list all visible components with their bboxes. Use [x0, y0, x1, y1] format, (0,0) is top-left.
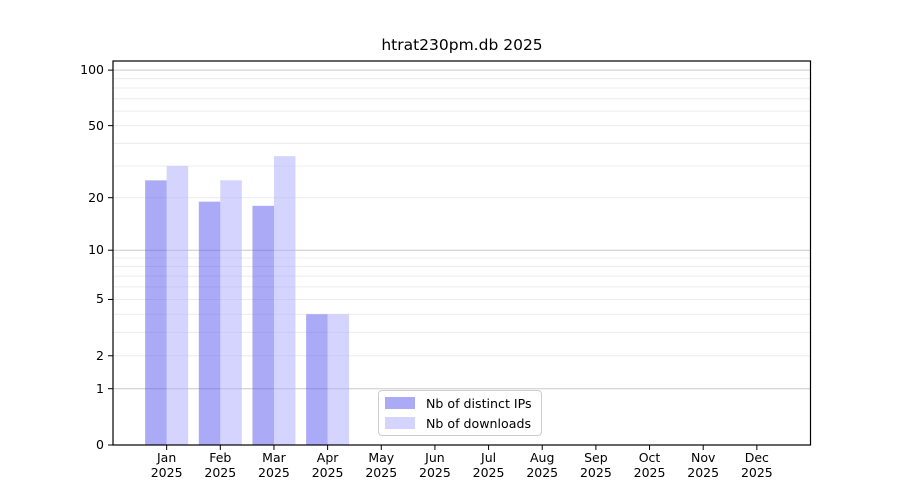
x-tick-year: 2025: [740, 465, 773, 480]
x-tick-year: 2025: [365, 465, 398, 480]
x-tick-year: 2025: [687, 465, 720, 480]
legend-label-distinct-ips: Nb of distinct IPs: [426, 395, 532, 411]
y-tick-label-1: 1: [96, 380, 104, 396]
x-tick-year: 2025: [311, 465, 344, 480]
legend: Nb of distinct IPs Nb of downloads: [378, 390, 542, 436]
legend-swatch-downloads: [385, 416, 415, 430]
x-tick-label-feb: Feb 2025: [188, 450, 252, 480]
bar-nb-of-distinct-ips-feb: [198, 201, 221, 445]
x-tick-label-jul: Jul 2025: [457, 450, 521, 480]
x-tick-year: 2025: [633, 465, 666, 480]
legend-item-distinct-ips: Nb of distinct IPs: [385, 396, 541, 411]
x-tick-month: Feb: [209, 450, 232, 465]
x-tick-month: Apr: [316, 450, 339, 465]
bar-nb-of-downloads-feb: [220, 180, 242, 445]
x-tick-year: 2025: [579, 465, 612, 480]
x-tick-label-jan: Jan 2025: [135, 450, 199, 480]
x-tick-month: Dec: [744, 450, 769, 465]
legend-swatch-distinct-ips: [385, 396, 415, 410]
x-tick-label-oct: Oct 2025: [618, 450, 682, 480]
y-tick-label-50: 50: [88, 117, 104, 133]
x-tick-month: Nov: [690, 450, 716, 465]
bar-nb-of-downloads-jan: [166, 166, 189, 445]
x-tick-label-jun: Jun 2025: [403, 450, 467, 480]
x-tick-year: 2025: [150, 465, 183, 480]
bar-nb-of-distinct-ips-jan: [145, 180, 167, 445]
x-tick-label-mar: Mar 2025: [242, 450, 306, 480]
x-tick-year: 2025: [472, 465, 505, 480]
x-tick-label-nov: Nov 2025: [671, 450, 735, 480]
x-tick-month: Oct: [638, 450, 661, 465]
x-tick-month: Jul: [481, 450, 497, 465]
legend-item-downloads: Nb of downloads: [385, 416, 541, 431]
y-tick-label-2: 2: [96, 347, 104, 363]
x-tick-month: May: [368, 450, 395, 465]
x-tick-year: 2025: [419, 465, 451, 480]
y-tick-label-20: 20: [88, 189, 104, 205]
x-tick-month: Mar: [262, 450, 286, 465]
x-tick-label-apr: Apr 2025: [296, 450, 360, 480]
chart-title: htrat230pm.db 2025: [381, 36, 543, 54]
y-tick-label-10: 10: [88, 242, 104, 258]
bar-nb-of-downloads-mar: [273, 156, 296, 445]
x-tick-month: Sep: [584, 450, 608, 465]
x-tick-month: Jan: [157, 450, 177, 465]
x-tick-year: 2025: [204, 465, 237, 480]
y-tick-label-0: 0: [96, 437, 104, 452]
x-tick-month: Aug: [530, 450, 555, 465]
x-tick-label-may: May 2025: [349, 450, 413, 480]
x-tick-year: 2025: [258, 465, 290, 480]
y-tick-label-100: 100: [80, 62, 104, 78]
x-tick-label-aug: Aug 2025: [510, 450, 574, 480]
bar-nb-of-distinct-ips-mar: [252, 205, 274, 445]
x-tick-month: Jun: [425, 450, 445, 465]
y-tick-label-5: 5: [96, 291, 104, 307]
bar-nb-of-distinct-ips-apr: [306, 314, 328, 445]
axes-frame: [112, 60, 812, 446]
x-tick-year: 2025: [526, 465, 559, 480]
x-tick-label-dec: Dec 2025: [725, 450, 789, 480]
bar-nb-of-downloads-apr: [327, 314, 350, 445]
legend-label-downloads: Nb of downloads: [426, 415, 532, 431]
x-tick-label-sep: Sep 2025: [564, 450, 628, 480]
